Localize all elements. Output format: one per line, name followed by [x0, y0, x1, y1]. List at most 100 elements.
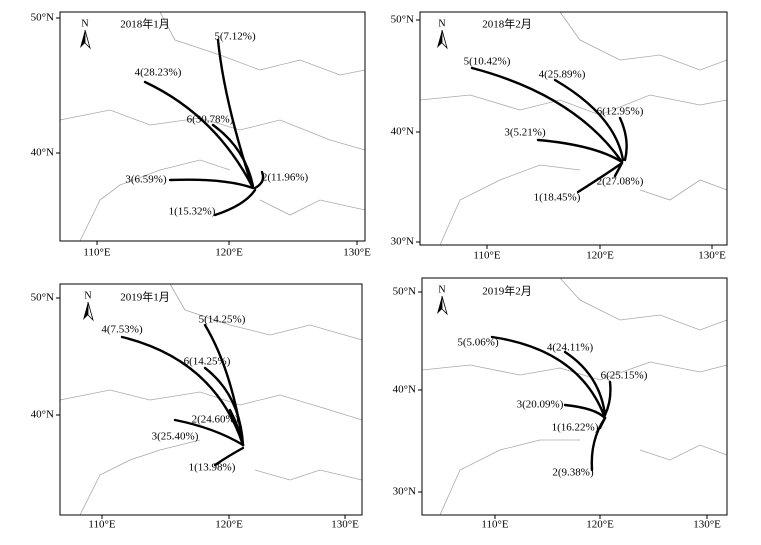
trajectory — [563, 350, 607, 417]
province-border — [79, 159, 231, 242]
cluster-label: 1(16.22%) — [552, 422, 599, 434]
trajectory — [490, 335, 607, 420]
map-panel: 2019年2月 N 50°N 40°N 30°N 110°E 120°E 130°E 5(5.0… — [393, 277, 728, 531]
cluster-label: 6(12.95%) — [597, 106, 644, 118]
trajectory — [603, 380, 612, 417]
trajectory — [590, 416, 607, 472]
lon-label: 120°E — [215, 247, 243, 259]
north-arrow — [83, 302, 88, 320]
province-border — [421, 361, 728, 381]
map-panel: 2019年1月 N 50°N 40°N 110°E 120°E 130°E 5(14.25%)… — [31, 283, 363, 531]
cluster-label: 6(25.15%) — [601, 370, 648, 382]
province-border — [259, 199, 366, 216]
north-label: N — [81, 18, 88, 29]
lon-label: 120°E — [586, 519, 614, 531]
cluster-label: 3(6.59%) — [125, 174, 167, 186]
lon-label: 130°E — [698, 250, 726, 262]
province-border — [439, 164, 581, 246]
panel-title: 2019年1月 — [120, 290, 170, 304]
lat-label: 30°N — [391, 236, 414, 248]
lat-label: 40°N — [31, 409, 54, 421]
lat-label: 40°N — [391, 126, 414, 138]
map-frame — [421, 277, 728, 516]
trajectory — [203, 366, 245, 447]
lat-label: 50°N — [31, 12, 54, 24]
lon-label: 130°E — [343, 247, 371, 259]
trajectory — [168, 178, 255, 190]
north-arrow — [441, 295, 448, 316]
map-panel: 2018年2月 N 50°N 40°N 30°N 110°E 120°E 130°E 5(10.… — [391, 11, 728, 262]
trajectory — [143, 80, 254, 188]
cluster-label: 4(28.23%) — [135, 67, 182, 79]
lon-label: 110°E — [481, 519, 508, 531]
cluster-label: 6(14.25%) — [184, 356, 231, 368]
north-arrow — [441, 29, 448, 50]
cluster-label: 5(5.06%) — [457, 337, 499, 349]
trajectory — [213, 446, 245, 467]
trajectory — [470, 66, 624, 164]
province-border — [79, 439, 201, 516]
map-frame — [419, 11, 728, 246]
cluster-label: 1(18.45%) — [534, 192, 581, 204]
cluster-label: 4(24.11%) — [547, 342, 594, 354]
cluster-label: 4(25.89%) — [539, 69, 586, 81]
lat-label: 40°N — [393, 384, 416, 396]
lat-label: 30°N — [393, 486, 416, 498]
trajectory — [120, 335, 245, 447]
cluster-label: 3(20.09%) — [517, 399, 564, 411]
cluster-label: 6(30.78%) — [187, 114, 234, 126]
province-border — [559, 11, 728, 71]
cluster-label: 5(10.42%) — [464, 56, 511, 68]
lon-label: 120°E — [215, 519, 243, 531]
province-border — [639, 444, 728, 461]
province-border — [59, 109, 366, 151]
panel-title: 2019年2月 — [482, 284, 532, 298]
cluster-label: 3(5.21%) — [504, 127, 546, 139]
trajectory — [213, 188, 257, 217]
province-border — [419, 94, 728, 116]
north-label: N — [84, 290, 91, 301]
map-panel: 2018年1月 N 50°N 40°N 110°E 120°E 130°E 5(7.12%) 4… — [31, 11, 371, 259]
lon-label: 120°E — [586, 250, 614, 262]
lat-label: 50°N — [31, 292, 54, 304]
cluster-label: 5(14.25%) — [199, 314, 246, 326]
lon-label: 110°E — [83, 247, 110, 259]
trajectory — [211, 123, 255, 188]
trajectory — [536, 138, 624, 164]
cluster-label: 4(7.53%) — [101, 324, 143, 336]
cluster-label: 1(13.98%) — [189, 462, 236, 474]
lon-label: 130°E — [693, 519, 721, 531]
province-border — [439, 439, 580, 516]
north-arrow — [80, 30, 85, 48]
trajectory — [228, 408, 245, 447]
lat-label: 50°N — [391, 14, 414, 26]
cluster-label: 2(11.96%) — [262, 172, 309, 184]
trajectory — [618, 116, 628, 162]
trajectory — [553, 78, 625, 162]
province-border — [169, 283, 363, 341]
lat-label: 40°N — [31, 147, 54, 159]
trajectory — [563, 403, 607, 420]
province-border — [639, 179, 728, 201]
map-frame — [59, 11, 366, 242]
north-arrow — [437, 30, 442, 48]
panel-title: 2018年1月 — [120, 17, 170, 31]
map-frame — [59, 283, 363, 516]
lon-label: 110°E — [88, 519, 115, 531]
north-arrow — [84, 29, 91, 50]
trajectory — [173, 418, 245, 447]
north-label: N — [438, 18, 445, 29]
lon-label: 110°E — [473, 250, 500, 262]
province-border — [559, 277, 728, 331]
cluster-label: 2(24.60%) — [192, 414, 239, 426]
north-label: N — [438, 284, 445, 295]
trajectory — [576, 161, 624, 194]
cluster-label: 2(9.38%) — [552, 467, 594, 479]
lat-label: 50°N — [393, 286, 416, 298]
cluster-label: 1(15.32%) — [169, 206, 216, 218]
trajectory — [253, 170, 265, 190]
lon-label: 130°E — [331, 519, 359, 531]
north-arrow — [437, 296, 442, 314]
cluster-label: 3(25.40%) — [152, 431, 199, 443]
